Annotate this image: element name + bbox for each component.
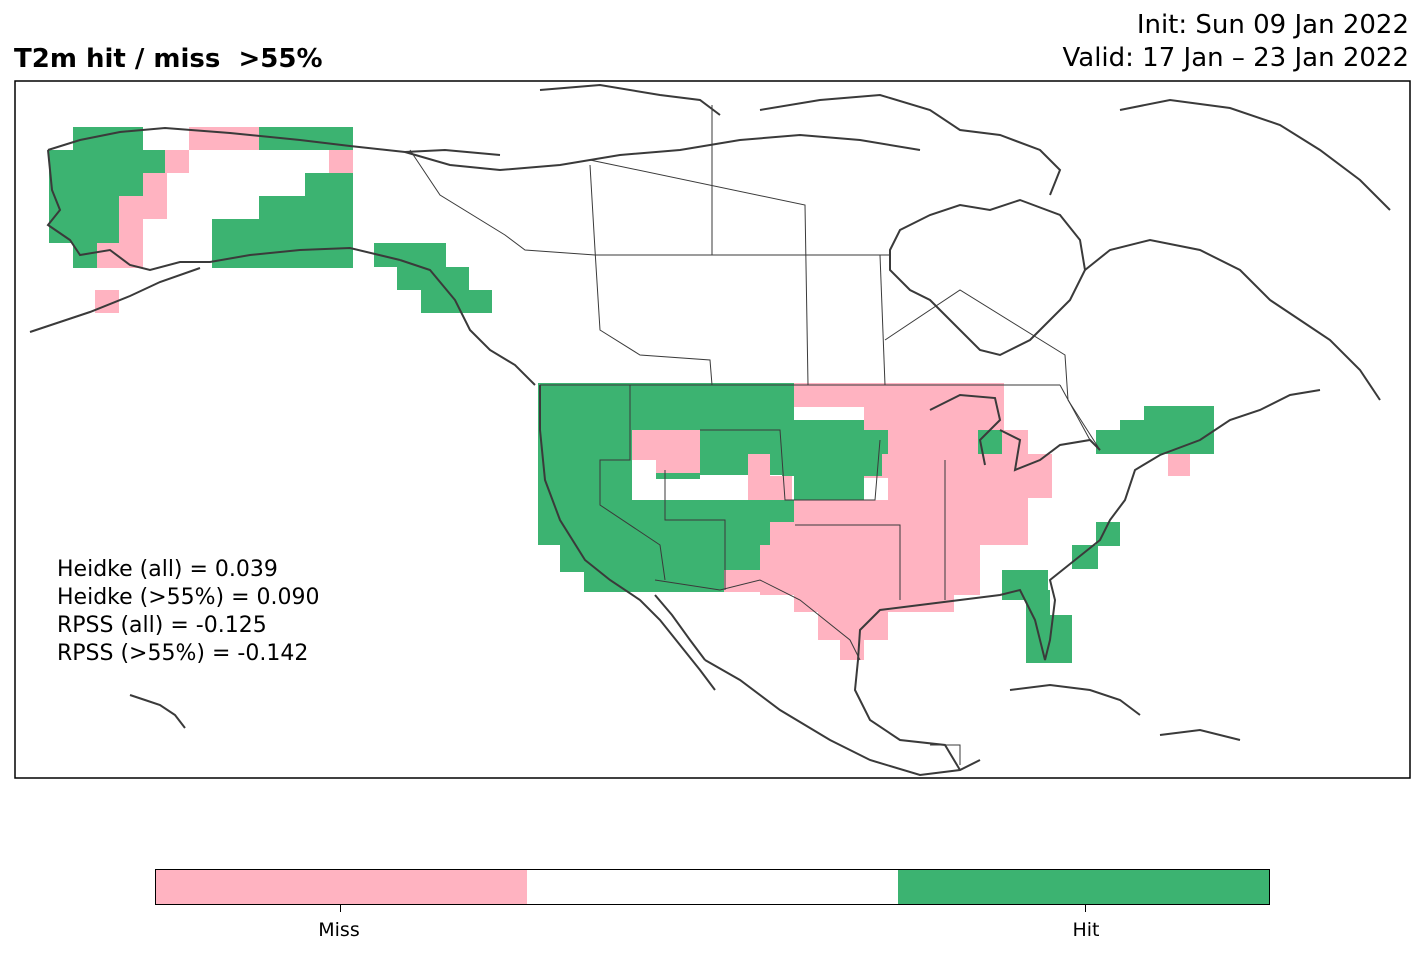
hit-cell — [1072, 545, 1098, 569]
miss-cell — [888, 430, 1028, 500]
hit-cell — [794, 476, 864, 500]
hit-cell — [49, 150, 167, 173]
hit-cell — [864, 430, 888, 454]
hit-cell — [538, 500, 794, 545]
plot-title: T2m hit / miss >55% — [14, 44, 323, 74]
colorbar-miss-tick — [340, 905, 341, 912]
miss-cell — [748, 454, 770, 476]
hit-cell — [397, 267, 469, 290]
hit-cell — [538, 430, 632, 500]
hit-cell — [49, 173, 143, 196]
miss-cell — [930, 590, 954, 610]
hit-cell — [1144, 406, 1214, 454]
miss-cell — [97, 243, 143, 268]
map-frame — [14, 80, 1411, 779]
coastlines — [29, 83, 1391, 777]
score-heidke-55: Heidke (>55%) = 0.090 — [57, 585, 320, 610]
hit-cell — [212, 243, 353, 268]
colorbar-neutral-segment — [527, 870, 898, 904]
colorbar-hit-label: Hit — [1072, 919, 1100, 941]
score-rpss-55: RPSS (>55%) = -0.142 — [57, 641, 309, 666]
colorbar — [155, 869, 1270, 905]
hit-cell — [73, 127, 143, 150]
miss-cell — [794, 592, 954, 612]
skill-scores: Heidke (all) = 0.039 Heidke (>55%) = 0.0… — [57, 556, 320, 668]
miss-cell — [656, 463, 700, 473]
miss-cell — [794, 500, 1028, 545]
hit-cell — [560, 545, 660, 572]
miss-cell — [864, 383, 1004, 430]
forecast-map — [14, 80, 1411, 779]
hit-cell — [1026, 615, 1072, 663]
colorbar-hit-segment — [898, 870, 1269, 904]
grid-cells — [49, 127, 1214, 663]
hit-cell — [782, 454, 882, 476]
hit-cell — [584, 572, 654, 592]
miss-cell — [143, 173, 167, 196]
miss-cell — [119, 219, 143, 243]
miss-cell — [656, 430, 700, 463]
hit-cell — [212, 219, 353, 243]
colorbar-hit-tick — [1085, 905, 1086, 912]
score-rpss-all: RPSS (all) = -0.125 — [57, 613, 267, 638]
hit-cell — [656, 473, 700, 479]
miss-cell — [189, 127, 259, 150]
hit-cell — [259, 196, 353, 219]
miss-cell — [1168, 454, 1190, 476]
miss-cell — [1028, 454, 1052, 476]
valid-period: Valid: 17 Jan – 23 Jan 2022 — [1062, 43, 1410, 73]
hit-cell — [1120, 420, 1144, 454]
colorbar-miss-label: Miss — [318, 919, 360, 941]
miss-cell — [119, 196, 167, 219]
miss-cell — [818, 612, 888, 640]
miss-cell — [632, 430, 656, 460]
hit-cell — [49, 196, 119, 219]
miss-cell — [840, 636, 864, 660]
miss-cell — [165, 150, 189, 173]
hit-cell — [305, 173, 353, 196]
hit-cell — [49, 219, 119, 243]
hit-cell — [1096, 430, 1120, 454]
hit-cell — [654, 572, 724, 592]
miss-cell — [794, 383, 864, 407]
hit-cell — [259, 127, 353, 150]
hit-cell — [538, 383, 794, 430]
miss-cell — [329, 150, 353, 173]
miss-cell — [1028, 476, 1052, 498]
hit-cell — [654, 545, 770, 572]
score-heidke-all: Heidke (all) = 0.039 — [57, 557, 278, 582]
init-date: Init: Sun 09 Jan 2022 — [1136, 10, 1409, 40]
miss-cell — [760, 545, 980, 595]
colorbar-miss-segment — [156, 870, 527, 904]
miss-cell — [748, 476, 792, 500]
borders — [409, 105, 1101, 765]
